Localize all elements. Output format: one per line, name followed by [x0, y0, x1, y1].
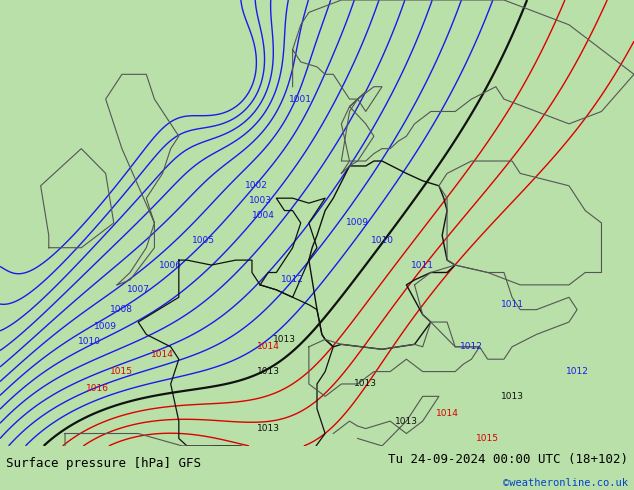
Text: 1013: 1013	[257, 424, 280, 433]
Text: 1011: 1011	[501, 300, 524, 309]
Text: Tu 24-09-2024 00:00 UTC (18+102): Tu 24-09-2024 00:00 UTC (18+102)	[387, 453, 628, 466]
Text: 1006: 1006	[159, 261, 182, 270]
Text: 1013: 1013	[257, 367, 280, 376]
Text: 1013: 1013	[354, 379, 377, 389]
Text: 1014: 1014	[257, 343, 280, 351]
Text: 1009: 1009	[346, 219, 369, 227]
Polygon shape	[106, 74, 179, 285]
Polygon shape	[41, 148, 113, 248]
Text: 1012: 1012	[460, 343, 483, 351]
Text: 1014: 1014	[436, 409, 458, 418]
Text: 1015: 1015	[110, 367, 133, 376]
Text: ©weatheronline.co.uk: ©weatheronline.co.uk	[503, 478, 628, 489]
Text: 1010: 1010	[370, 236, 394, 245]
Text: 1013: 1013	[501, 392, 524, 401]
Text: 1014: 1014	[151, 350, 174, 359]
Text: 1002: 1002	[245, 181, 268, 190]
Text: 1012: 1012	[566, 367, 588, 376]
Text: 1008: 1008	[110, 305, 133, 314]
Polygon shape	[293, 0, 634, 136]
Text: Surface pressure [hPa] GFS: Surface pressure [hPa] GFS	[6, 457, 202, 470]
Text: 1004: 1004	[252, 211, 275, 220]
Text: 1003: 1003	[249, 196, 271, 205]
Text: 1013: 1013	[395, 416, 418, 426]
Text: 1016: 1016	[86, 385, 109, 393]
Text: 1009: 1009	[94, 322, 117, 332]
Text: 1011: 1011	[411, 261, 434, 270]
Text: 1001: 1001	[289, 95, 312, 103]
Polygon shape	[0, 0, 634, 446]
Text: 1013: 1013	[273, 335, 296, 344]
Polygon shape	[57, 112, 602, 451]
Text: 1012: 1012	[281, 275, 304, 284]
Text: 1005: 1005	[191, 236, 215, 245]
Polygon shape	[341, 92, 374, 173]
Text: 1015: 1015	[476, 434, 499, 443]
Text: 1010: 1010	[78, 337, 101, 346]
Text: 1007: 1007	[127, 285, 150, 294]
